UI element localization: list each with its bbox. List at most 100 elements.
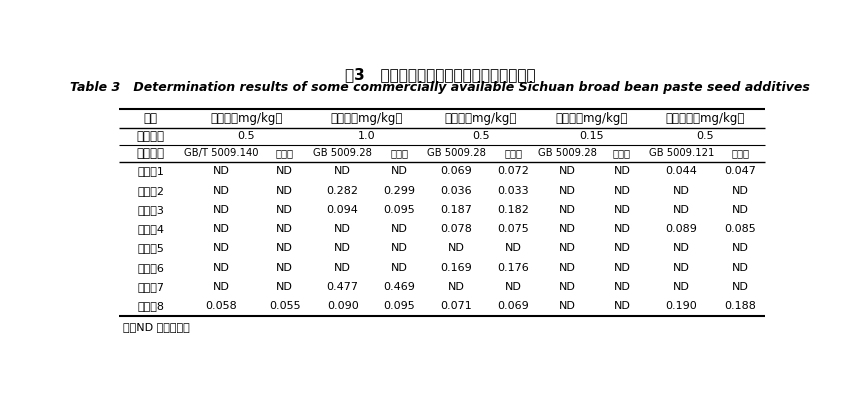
Text: 苯甲酸（mg/kg）: 苯甲酸（mg/kg） (331, 112, 403, 125)
Text: ND: ND (277, 263, 293, 273)
Text: 0.075: 0.075 (497, 224, 529, 234)
Text: ND: ND (334, 263, 351, 273)
Text: 脱氢乙酸（mg/kg）: 脱氢乙酸（mg/kg） (666, 112, 745, 125)
Text: 0.176: 0.176 (497, 263, 529, 273)
Text: 0.477: 0.477 (326, 282, 359, 292)
Text: GB/T 5009.140: GB/T 5009.140 (184, 148, 259, 158)
Text: ND: ND (732, 186, 749, 196)
Text: 0.071: 0.071 (441, 301, 472, 311)
Text: ND: ND (559, 186, 576, 196)
Text: ND: ND (213, 243, 229, 253)
Text: 0.085: 0.085 (725, 224, 756, 234)
Text: 本方法: 本方法 (732, 148, 749, 158)
Text: ND: ND (613, 263, 631, 273)
Text: 样品: 样品 (143, 112, 158, 125)
Text: 本方法: 本方法 (613, 148, 631, 158)
Text: ND: ND (213, 282, 229, 292)
Text: ND: ND (559, 243, 576, 253)
Text: ND: ND (213, 205, 229, 215)
Text: 本方法: 本方法 (391, 148, 409, 158)
Text: 0.044: 0.044 (665, 166, 698, 176)
Text: 0.078: 0.078 (441, 224, 472, 234)
Text: 0.069: 0.069 (441, 166, 472, 176)
Text: 0.058: 0.058 (205, 301, 237, 311)
Text: ND: ND (673, 243, 690, 253)
Text: ND: ND (613, 301, 631, 311)
Text: ND: ND (673, 282, 690, 292)
Text: Table 3   Determination results of some commercially available Sichuan broad bea: Table 3 Determination results of some co… (70, 81, 810, 94)
Text: ND: ND (613, 186, 631, 196)
Text: ND: ND (673, 205, 690, 215)
Text: ND: ND (559, 205, 576, 215)
Text: 豆瓣－4: 豆瓣－4 (137, 224, 164, 234)
Text: ND: ND (334, 166, 351, 176)
Text: 0.033: 0.033 (497, 186, 529, 196)
Text: 本方法: 本方法 (276, 148, 294, 158)
Text: 0.036: 0.036 (441, 186, 472, 196)
Text: GB 5009.28: GB 5009.28 (539, 148, 597, 158)
Text: 0.188: 0.188 (724, 301, 757, 311)
Text: ND: ND (391, 263, 408, 273)
Text: ND: ND (277, 166, 293, 176)
Text: ND: ND (559, 282, 576, 292)
Text: 豆瓣－8: 豆瓣－8 (137, 301, 164, 311)
Text: ND: ND (448, 282, 465, 292)
Text: ND: ND (613, 282, 631, 292)
Text: ND: ND (334, 243, 351, 253)
Text: ND: ND (559, 263, 576, 273)
Text: ND: ND (213, 166, 229, 176)
Text: 豆瓣－7: 豆瓣－7 (137, 282, 164, 292)
Text: ND: ND (732, 263, 749, 273)
Text: 1.0: 1.0 (358, 131, 375, 141)
Text: 本方法: 本方法 (504, 148, 522, 158)
Text: ND: ND (732, 205, 749, 215)
Text: ND: ND (613, 166, 631, 176)
Text: 注：ND 为未检出。: 注：ND 为未检出。 (123, 322, 190, 332)
Text: ND: ND (391, 166, 408, 176)
Text: 0.072: 0.072 (497, 166, 529, 176)
Text: 豆瓣－2: 豆瓣－2 (137, 186, 164, 196)
Text: ND: ND (448, 243, 465, 253)
Text: 豆瓣－6: 豆瓣－6 (137, 263, 164, 273)
Text: 0.090: 0.090 (326, 301, 358, 311)
Text: GB 5009.121: GB 5009.121 (649, 148, 714, 158)
Text: ND: ND (277, 224, 293, 234)
Text: ND: ND (559, 166, 576, 176)
Text: ND: ND (391, 243, 408, 253)
Text: 0.15: 0.15 (580, 131, 604, 141)
Text: 0.5: 0.5 (472, 131, 490, 141)
Text: ND: ND (277, 282, 293, 292)
Text: ND: ND (559, 224, 576, 234)
Text: ND: ND (277, 243, 293, 253)
Text: 豆瓣－1: 豆瓣－1 (137, 166, 164, 176)
Text: ND: ND (277, 186, 293, 196)
Text: 0.187: 0.187 (441, 205, 472, 215)
Text: 国标限量: 国标限量 (137, 130, 165, 143)
Text: ND: ND (505, 282, 522, 292)
Text: 安赛蜜（mg/kg）: 安赛蜜（mg/kg） (210, 112, 283, 125)
Text: 0.055: 0.055 (269, 301, 301, 311)
Text: ND: ND (505, 243, 522, 253)
Text: 0.299: 0.299 (384, 186, 416, 196)
Text: ND: ND (213, 263, 229, 273)
Text: 表3   部分市售四川豆瓣酱种添加剂测定结果: 表3 部分市售四川豆瓣酱种添加剂测定结果 (344, 67, 535, 82)
Text: 0.094: 0.094 (326, 205, 358, 215)
Text: ND: ND (559, 301, 576, 311)
Text: ND: ND (277, 205, 293, 215)
Text: 0.095: 0.095 (384, 205, 416, 215)
Text: 0.047: 0.047 (724, 166, 757, 176)
Text: 0.095: 0.095 (384, 301, 416, 311)
Text: ND: ND (613, 224, 631, 234)
Text: 0.069: 0.069 (497, 301, 529, 311)
Text: 0.282: 0.282 (326, 186, 359, 196)
Text: 山梨酸（mg/kg）: 山梨酸（mg/kg） (444, 112, 517, 125)
Text: ND: ND (613, 243, 631, 253)
Text: ND: ND (213, 186, 229, 196)
Text: 豆瓣－5: 豆瓣－5 (137, 243, 164, 253)
Text: ND: ND (732, 243, 749, 253)
Text: 实验方法: 实验方法 (137, 147, 165, 160)
Text: 糖精钠（mg/kg）: 糖精钠（mg/kg） (556, 112, 628, 125)
Text: ND: ND (673, 263, 690, 273)
Text: ND: ND (391, 224, 408, 234)
Text: 0.190: 0.190 (666, 301, 697, 311)
